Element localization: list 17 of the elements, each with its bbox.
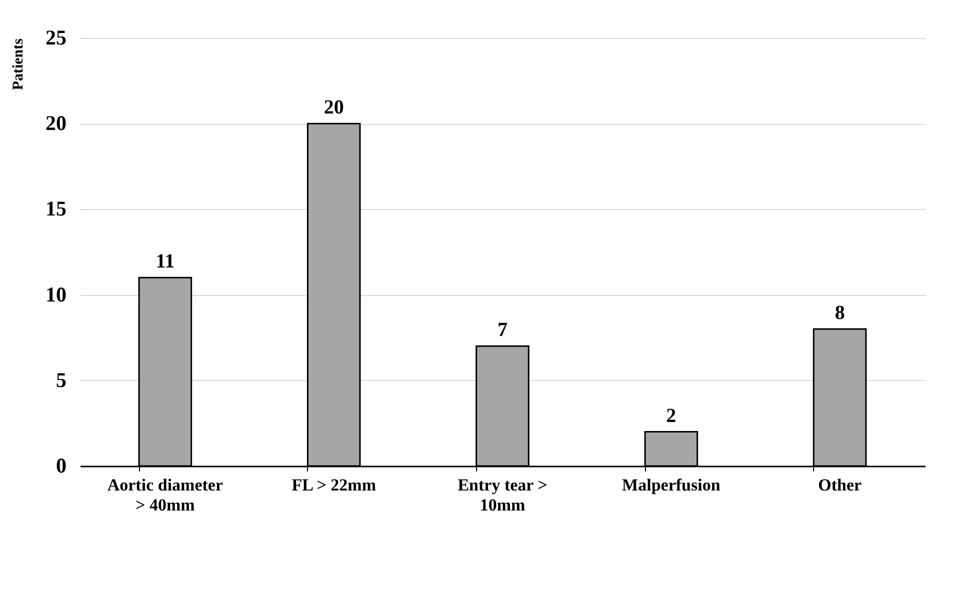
y-tick-label: 0 — [56, 454, 66, 478]
data-label: 8 — [834, 302, 845, 324]
x-tick-label: Aortic diameter > 40mm — [107, 476, 224, 514]
data-label: 7 — [498, 319, 508, 342]
y-tick-label: 25 — [46, 26, 66, 50]
x-tick-label: Malperfusion — [622, 476, 721, 494]
x-tick-label: Other — [818, 476, 862, 494]
y-axis-title: Patients — [10, 38, 26, 90]
y-tick-label: 15 — [46, 196, 66, 221]
y-tick-label: 20 — [46, 111, 66, 136]
x-tick-label: FL > 22mm — [292, 476, 376, 494]
x-tick-label: Entry tear > 10mm — [458, 476, 548, 514]
data-label: 20 — [324, 96, 344, 119]
y-tick-label: 5 — [56, 368, 66, 392]
data-label: 11 — [156, 250, 175, 273]
y-tick-label: 10 — [46, 282, 66, 306]
data-label: 2 — [666, 404, 676, 427]
